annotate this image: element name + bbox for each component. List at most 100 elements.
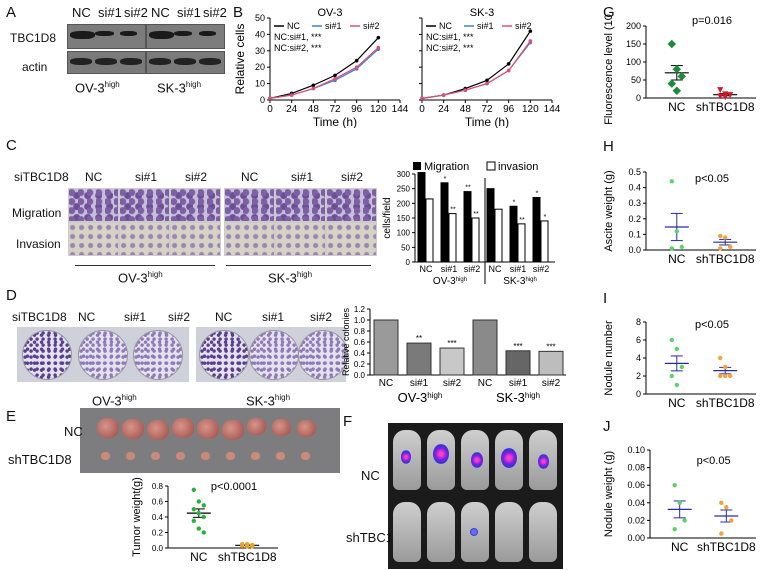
x-tick-label: 72 <box>481 104 493 115</box>
x-tick-label: 120 <box>522 104 539 115</box>
data-point <box>506 62 511 66</box>
blot-lane-label: si#2 <box>124 5 148 20</box>
data-point <box>719 500 724 505</box>
d-group-ov: OV-3high <box>92 393 137 409</box>
data-point <box>376 45 381 50</box>
p-value: p<0.05 <box>695 319 729 331</box>
bar <box>373 319 399 376</box>
c-micrograph <box>275 222 326 256</box>
tumor-nc <box>147 420 169 440</box>
y-axis-label: Relative cells <box>233 24 247 95</box>
data-point <box>718 355 723 361</box>
c-col-label: si#2 <box>341 170 364 184</box>
data-point <box>722 94 729 101</box>
data-point <box>196 510 201 516</box>
data-point <box>677 72 687 81</box>
panel-label-j: J <box>603 418 611 435</box>
panel-label-h: H <box>603 138 614 155</box>
tumor-sh <box>251 452 260 460</box>
f-row-nc: NC <box>361 468 380 483</box>
c-col-label: si#1 <box>291 170 314 184</box>
bar-invasion <box>448 213 457 263</box>
data-point <box>485 81 489 86</box>
c-micrograph <box>275 188 326 222</box>
data-point <box>376 35 381 40</box>
tumor-sh <box>101 452 110 460</box>
panel-label-b: B <box>233 4 244 21</box>
data-point <box>354 58 359 63</box>
bar-migration <box>509 205 518 263</box>
tumor-sh <box>301 452 310 460</box>
x-tick-label: si#1 <box>441 264 458 274</box>
y-tick-label: 8 <box>636 317 641 327</box>
legend-swatch <box>486 161 496 171</box>
y-tick-label: 20 <box>255 62 265 72</box>
y-axis-label: Nodule number <box>603 320 615 396</box>
y-tick-label: 50 <box>401 243 410 252</box>
data-point <box>724 505 729 510</box>
significance-mark: *** <box>546 342 555 351</box>
c-col-label: NC <box>85 170 103 184</box>
bioluminescence-signal <box>501 448 517 468</box>
y-tick-label: 0.0 <box>152 544 164 553</box>
x-tick-label: 72 <box>329 104 341 115</box>
c-row-header: siTBC1D8 <box>14 170 69 184</box>
data-point <box>679 364 684 370</box>
y-axis-label: Tumor weight(g) <box>131 477 143 557</box>
x-tick-label: NC <box>668 100 686 114</box>
blot-lane-label: NC <box>72 5 91 20</box>
c-micrograph <box>170 188 221 222</box>
significance-mark: * <box>536 190 539 197</box>
data-point <box>719 531 724 536</box>
data-point <box>672 483 677 488</box>
x-tick-label: NC <box>478 378 492 389</box>
x-tick-label: 144 <box>392 104 409 115</box>
tumor-nc <box>272 419 291 436</box>
data-point <box>333 76 337 81</box>
c-col-label: NC <box>241 170 259 184</box>
y-tick-label: 0.8 <box>354 327 366 336</box>
bioluminescence-signal <box>401 450 411 464</box>
bar-migration <box>486 188 495 263</box>
x-tick-label: si#1 <box>410 378 429 389</box>
tumor-sh <box>151 452 160 460</box>
data-point <box>718 373 723 379</box>
x-axis-label: Time (h) <box>313 115 357 128</box>
tumor-sh <box>201 452 210 460</box>
c-group-sk: SK-3high <box>268 270 313 286</box>
blot-lane-label: si#1 <box>98 5 122 20</box>
y-tick-label: 0.2 <box>354 360 366 369</box>
x-tick-label: shTBC1D8 <box>696 252 755 266</box>
data-point <box>669 246 674 251</box>
x-tick-label: 0 <box>267 104 273 115</box>
x-tick-label: NC <box>668 252 686 266</box>
blot-lane-label: si#1 <box>177 5 201 20</box>
data-point <box>191 507 196 512</box>
mouse <box>427 502 455 562</box>
x-tick-label: 24 <box>286 104 298 115</box>
significance-mark: *** <box>513 342 522 351</box>
data-point <box>723 364 728 370</box>
p-value: p<0.05 <box>697 455 731 467</box>
y-tick-label: 0 <box>636 389 641 399</box>
growth-curves: 0 24 48 72 96 120 144 0 10 20 30 40 50 Time (h) Relati… <box>233 8 561 128</box>
c-micrograph <box>326 188 377 222</box>
y-tick-label: 0.8 <box>152 482 164 491</box>
data-point <box>311 86 316 91</box>
y-tick-label: 6 <box>636 335 641 345</box>
group-label-sup: high <box>456 277 467 283</box>
d-col-label: NC <box>215 310 233 324</box>
bar <box>439 347 465 376</box>
y-tick-label: 250 <box>397 185 411 194</box>
chart-title: OV-3 <box>317 8 342 19</box>
mouse <box>393 502 421 562</box>
bioluminescence-signal <box>470 528 478 536</box>
significance-mark: ** <box>450 207 456 214</box>
c-micrograph <box>119 188 170 222</box>
blot-band-tbc1d8 <box>95 31 114 36</box>
blot-band-actin <box>149 58 171 65</box>
d-row-header: siTBC1D8 <box>12 310 67 324</box>
tumor-nc <box>97 418 119 438</box>
h-scatter: 0.0 0.1 0.2 0.3 0.4 0.5 Ascite weight (g) p<0.0… <box>603 167 756 266</box>
